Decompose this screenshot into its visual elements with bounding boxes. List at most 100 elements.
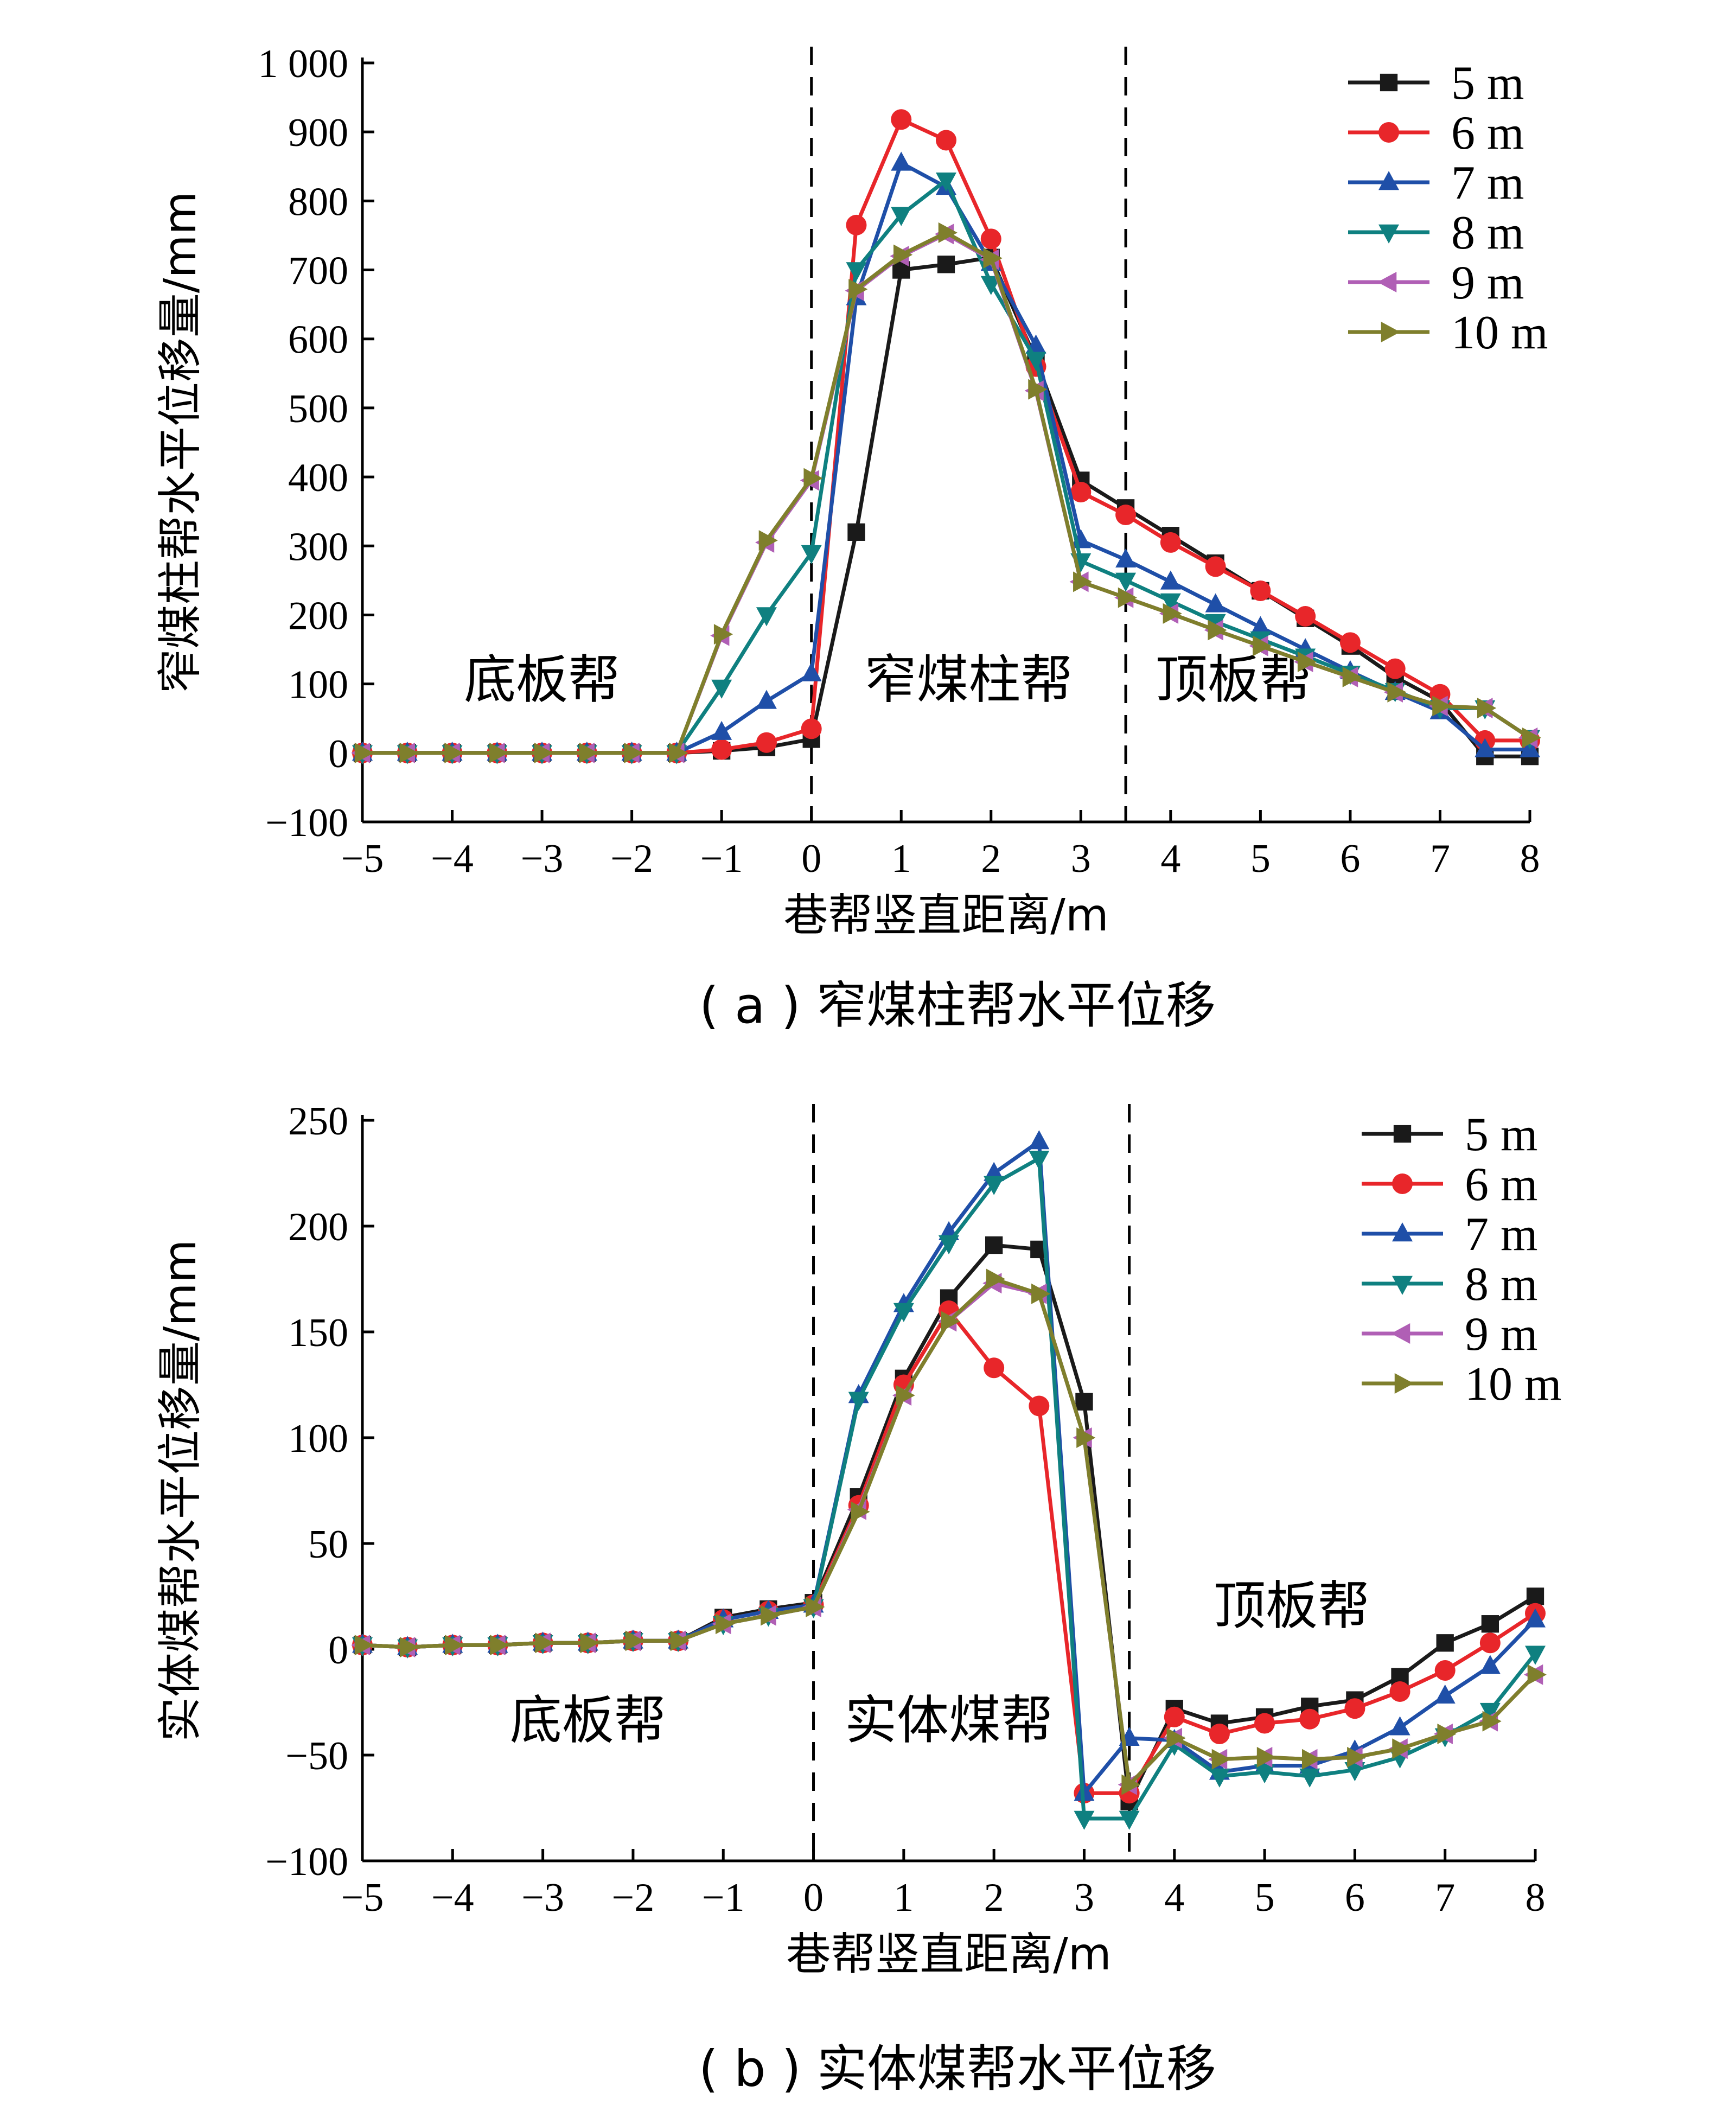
data-point — [1479, 1702, 1501, 1722]
data-point — [1389, 1681, 1410, 1702]
y-tick-label: 500 — [288, 387, 348, 431]
legend-entry: 9 m — [1348, 257, 1524, 309]
data-point — [1432, 696, 1452, 717]
data-point — [625, 1630, 644, 1651]
data-point — [983, 247, 1003, 269]
data-point — [1164, 1706, 1185, 1727]
data-point — [938, 222, 958, 243]
chart-b: −100 −50 0 50 100 150 200 250 −5 −4 −3 −2 −1 0 1 2 3 4 5 6 7… — [155, 1099, 1561, 2098]
data-point — [1160, 532, 1181, 553]
data-point — [891, 109, 912, 130]
y-tick-label: 250 — [288, 1099, 348, 1144]
data-point — [984, 1357, 1005, 1379]
data-point — [1029, 1395, 1050, 1417]
series-10m — [354, 1268, 1547, 1795]
data-point — [1339, 632, 1361, 653]
data-point — [1299, 1768, 1320, 1788]
data-point — [444, 742, 464, 763]
y-tick-label: 700 — [288, 249, 348, 294]
x-tick-label: 7 — [1435, 1876, 1455, 1920]
data-point — [670, 1630, 690, 1651]
y-tick-label: 900 — [288, 111, 348, 155]
data-point — [936, 172, 956, 192]
data-point — [399, 742, 419, 763]
data-point — [1347, 1746, 1367, 1768]
legend-label: 7 m — [1465, 1208, 1537, 1261]
data-point — [986, 1268, 1006, 1290]
data-point — [1437, 1724, 1457, 1744]
y-tick-label: 400 — [288, 456, 348, 500]
legend-label: 10 m — [1465, 1358, 1561, 1411]
x-axis-label: 巷帮竖直距离/m — [783, 890, 1109, 941]
y-tick-label: 200 — [288, 1205, 348, 1249]
data-point — [846, 214, 867, 235]
y-tick-label: 100 — [288, 663, 348, 707]
y-tick-label: 150 — [288, 1311, 348, 1355]
legend-entry: 8 m — [1362, 1258, 1537, 1311]
data-point — [1344, 1762, 1365, 1782]
y-tick-label: −100 — [265, 1840, 348, 1884]
data-point — [1250, 580, 1271, 601]
x-tick-label: 2 — [984, 1876, 1004, 1920]
data-point — [669, 742, 688, 763]
data-point — [1434, 1684, 1456, 1704]
legend-entry: 6 m — [1362, 1158, 1537, 1211]
data-point — [980, 276, 1001, 295]
data-point — [1208, 620, 1227, 641]
legend-entry: 5 m — [1348, 57, 1524, 110]
data-point — [1119, 1810, 1140, 1830]
legend-label: 6 m — [1465, 1158, 1537, 1211]
region-label: 底板帮 — [464, 649, 620, 710]
data-point — [756, 732, 777, 753]
data-point — [1344, 1698, 1365, 1719]
region-label: 窄煤柱帮 — [864, 649, 1073, 710]
data-point — [985, 1236, 1003, 1254]
data-point — [1029, 1150, 1050, 1170]
data-point — [1479, 1632, 1501, 1654]
figure-caption: ( a ) 窄煤柱帮水平位移 — [699, 977, 1216, 1035]
y-tick-label: 0 — [328, 1628, 348, 1673]
legend-label: 9 m — [1465, 1308, 1537, 1361]
data-point — [1342, 666, 1362, 687]
x-tick-label: 1 — [891, 837, 911, 881]
data-point — [1076, 1427, 1096, 1448]
data-point — [354, 1635, 374, 1656]
data-point — [1253, 635, 1272, 656]
legend-entry: 9 m — [1362, 1308, 1537, 1361]
x-tick-label: 6 — [1345, 1876, 1365, 1920]
x-tick-label: 3 — [1071, 837, 1091, 881]
data-point — [803, 468, 823, 489]
legend-marker — [1392, 1222, 1413, 1242]
legend-marker — [1394, 1373, 1414, 1394]
data-point — [756, 690, 777, 709]
x-tick-label: 5 — [1255, 1876, 1275, 1920]
y-axis-label: 实体煤帮水平位移量/mm — [155, 1240, 206, 1742]
data-point — [758, 530, 778, 551]
data-point — [1160, 593, 1181, 613]
data-point — [1028, 379, 1048, 400]
legend-marker — [1378, 122, 1399, 143]
legend-entry: 5 m — [1362, 1108, 1537, 1161]
legend-marker — [1391, 1323, 1410, 1344]
data-point — [1118, 587, 1137, 608]
data-point — [1254, 1764, 1275, 1784]
data-point — [490, 1635, 509, 1656]
data-point — [711, 720, 732, 740]
x-tick-label: −4 — [431, 1876, 474, 1920]
data-point — [1522, 727, 1541, 748]
x-tick-label: 0 — [803, 1876, 824, 1920]
data-point — [399, 1637, 419, 1658]
y-tick-label: 800 — [288, 180, 348, 224]
x-tick-label: 8 — [1526, 1876, 1546, 1920]
data-point — [846, 262, 867, 282]
data-point — [1031, 1283, 1051, 1304]
y-tick-label: 50 — [308, 1522, 348, 1567]
data-point — [1254, 1713, 1275, 1734]
data-point — [713, 624, 733, 645]
x-tick-label: 8 — [1520, 837, 1540, 881]
legend-entry: 10 m — [1348, 307, 1548, 359]
data-point — [1256, 1746, 1276, 1768]
legend-label: 10 m — [1451, 307, 1548, 359]
data-point — [891, 151, 912, 171]
